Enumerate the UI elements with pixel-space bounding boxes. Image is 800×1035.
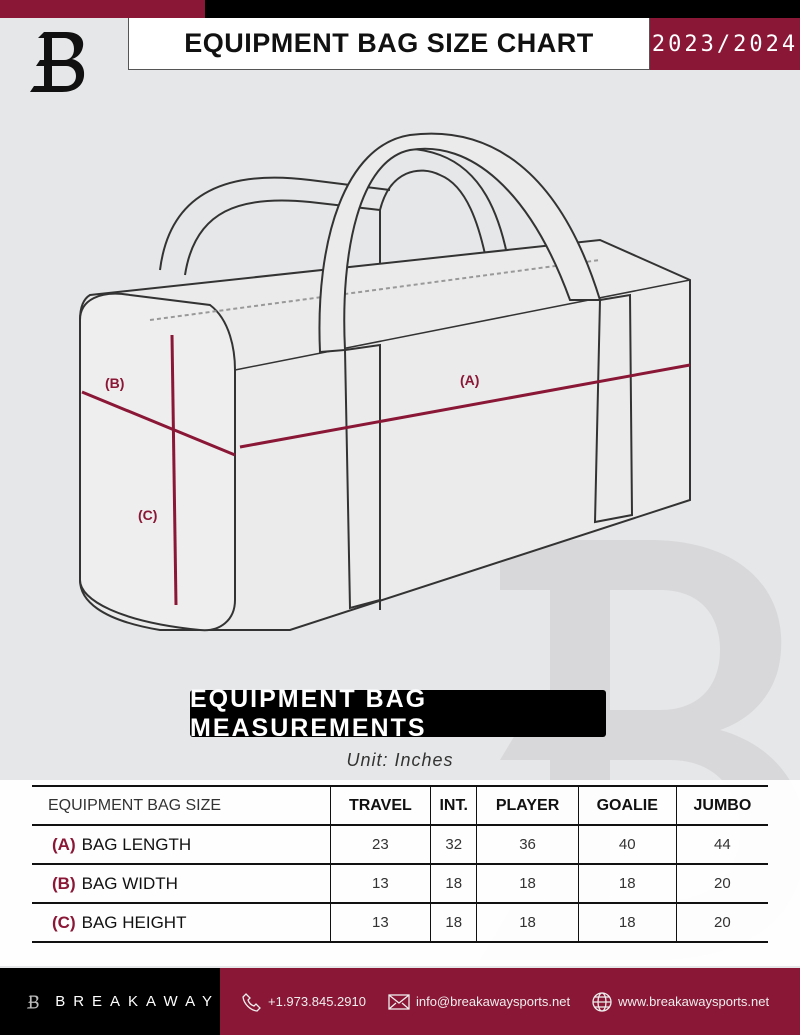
row-name: BAG WIDTH xyxy=(81,873,178,893)
cell: 32 xyxy=(430,825,477,864)
cell: 13 xyxy=(329,903,431,942)
cell: 18 xyxy=(430,864,477,903)
email-link: info@breakawaysports.net xyxy=(415,994,571,1009)
cell: 18 xyxy=(577,864,677,903)
table-header-row: EQUIPMENT BAG SIZE TRAVEL INT. PLAYER GO… xyxy=(32,786,768,826)
header-int: INT. xyxy=(430,786,477,826)
season-badge: 2023/2024 xyxy=(650,18,800,70)
bag-end-panel xyxy=(79,292,236,632)
zipper xyxy=(149,259,601,321)
website-link: www.breakawaysports.net xyxy=(618,994,770,1009)
unit-label: Unit: Inches xyxy=(346,750,454,770)
row-name: BAG HEIGHT xyxy=(81,912,187,932)
cell: 20 xyxy=(675,864,768,903)
label-b: (B) xyxy=(105,375,124,391)
bag-diagram: (A) (B) (C) xyxy=(79,132,691,632)
header-goalie: GOALIE xyxy=(577,786,677,826)
cell: 13 xyxy=(329,864,431,903)
email-contact[interactable]: info@breakawaysports.net xyxy=(388,993,570,1011)
table-row: (A) BAG LENGTH 23 32 36 40 44 xyxy=(32,825,768,864)
row-label: (C) BAG HEIGHT xyxy=(32,903,330,942)
footer-brand: BREAKAWAY xyxy=(0,968,220,1035)
page-title: EQUIPMENT BAG SIZE CHART xyxy=(128,18,650,70)
brand-name: BREAKAWAY xyxy=(55,993,220,1010)
phone-icon xyxy=(242,992,261,1012)
dimension-line-c xyxy=(170,334,178,606)
size-table: EQUIPMENT BAG SIZE TRAVEL INT. PLAYER GO… xyxy=(32,785,768,943)
label-c: (C) xyxy=(138,507,157,523)
dimension-line-b xyxy=(81,390,236,457)
cell: 23 xyxy=(329,825,431,864)
row-label: (B) BAG WIDTH xyxy=(32,864,330,903)
cell: 18 xyxy=(476,903,579,942)
front-handle-strap-right xyxy=(593,293,634,524)
row-letter: (C) xyxy=(52,912,76,932)
top-accent-bar xyxy=(0,0,205,18)
header-player: PLAYER xyxy=(476,786,579,826)
table-row: (C) BAG HEIGHT 13 18 18 18 20 xyxy=(32,903,768,942)
cell: 40 xyxy=(577,825,677,864)
globe-icon xyxy=(592,991,612,1012)
cell: 18 xyxy=(476,864,579,903)
cell: 20 xyxy=(675,903,768,942)
footer-contact: +1.973.845.2910 info@breakawaysports.net… xyxy=(220,968,800,1035)
front-handle xyxy=(318,132,602,354)
row-label: (A) BAG LENGTH xyxy=(32,825,330,864)
header-travel: TRAVEL xyxy=(329,786,431,826)
front-handle-strap-left xyxy=(343,343,381,610)
cell: 18 xyxy=(577,903,677,942)
mail-icon xyxy=(388,993,410,1010)
footer-logo-icon xyxy=(26,994,39,1009)
cell: 36 xyxy=(476,825,579,864)
row-name: BAG LENGTH xyxy=(81,834,192,854)
row-letter: (A) xyxy=(52,834,76,854)
header-jumbo: JUMBO xyxy=(675,786,768,826)
cell: 44 xyxy=(675,825,768,864)
dimension-line-a xyxy=(239,363,691,449)
breakaway-logo xyxy=(30,32,85,92)
phone-number: +1.973.845.2910 xyxy=(268,994,366,1009)
header-size: EQUIPMENT BAG SIZE xyxy=(32,786,331,826)
row-letter: (B) xyxy=(52,873,76,893)
label-a: (A) xyxy=(460,372,479,388)
website-contact[interactable]: www.breakawaysports.net xyxy=(592,991,770,1012)
rear-handle xyxy=(159,176,391,271)
top-black-bar xyxy=(205,0,800,18)
table-row: (B) BAG WIDTH 13 18 18 18 20 xyxy=(32,864,768,903)
cell: 18 xyxy=(430,903,477,942)
phone-contact[interactable]: +1.973.845.2910 xyxy=(242,992,366,1012)
section-title: EQUIPMENT BAG MEASUREMENTS xyxy=(190,685,606,742)
